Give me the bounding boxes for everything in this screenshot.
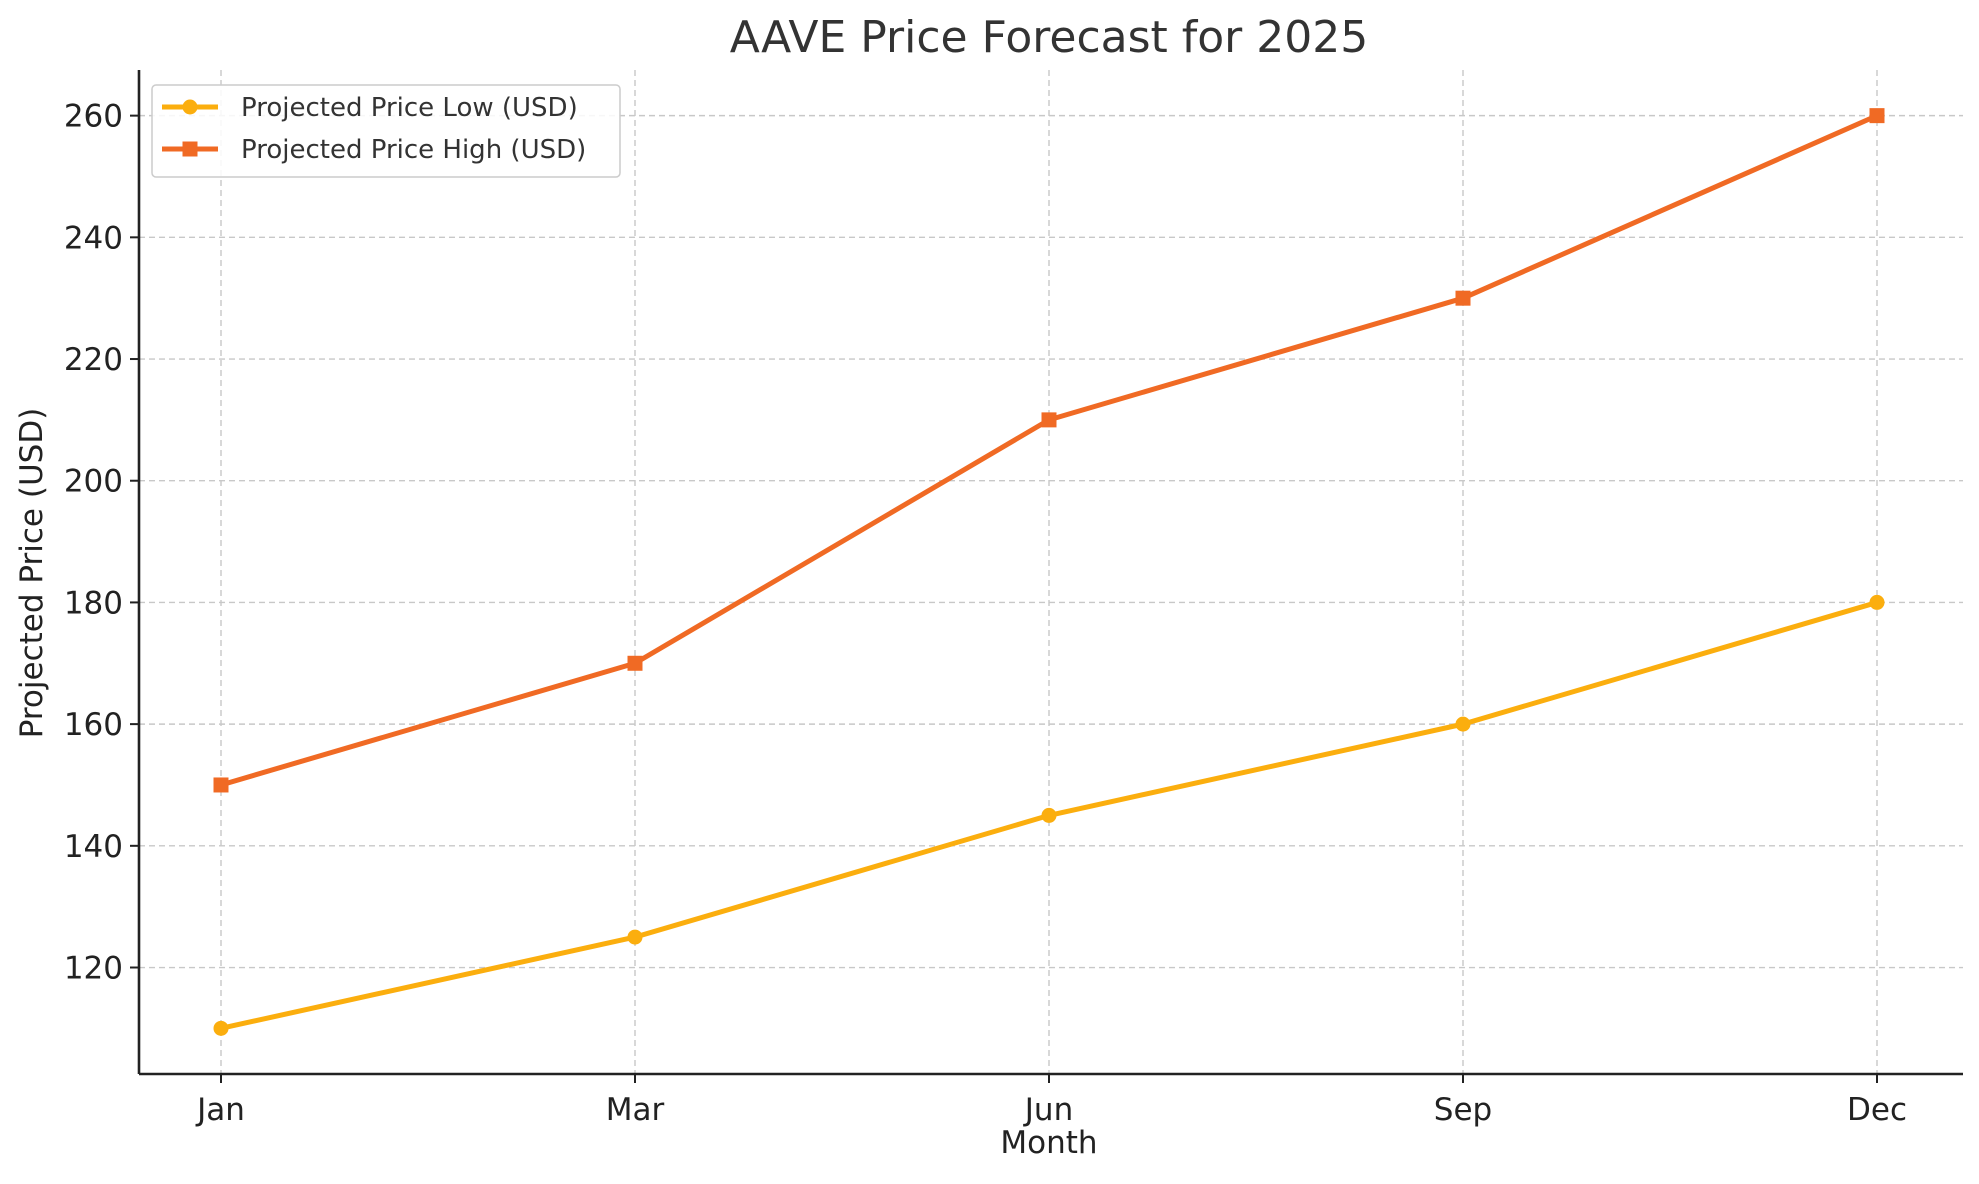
legend-label: Projected Price Low (USD) [241, 93, 578, 123]
legend-label: Projected Price High (USD) [241, 135, 586, 165]
data-point-circle [213, 1020, 229, 1036]
legend: Projected Price Low (USD) Projected Price… [151, 84, 621, 178]
data-point-square [1041, 412, 1057, 428]
data-point-circle [1041, 807, 1057, 823]
legend-entry: Projected Price Low (USD) [162, 93, 578, 123]
series-low [213, 594, 1885, 1036]
data-point-circle [1869, 594, 1885, 610]
legend-marker-circle [182, 99, 198, 115]
data-point-square [1869, 108, 1885, 124]
data-point-square [1455, 290, 1471, 306]
grid-layer [139, 70, 1963, 1074]
legend-marker-square [182, 141, 198, 157]
y-tick-label: 220 [64, 342, 123, 378]
x-tick-label: Jun [1023, 1092, 1073, 1128]
y-tick-label: 200 [64, 464, 123, 500]
axes-layer [137, 70, 1963, 1076]
x-tick-label: Sep [1434, 1092, 1492, 1128]
x-axis-label: Month [1000, 1125, 1097, 1161]
y-tick-label: 160 [64, 707, 123, 743]
legend-entry: Projected Price High (USD) [162, 135, 586, 165]
chart-title: AAVE Price Forecast for 2025 [730, 12, 1368, 63]
y-tick-label: 140 [64, 829, 123, 865]
data-point-square [213, 777, 229, 793]
y-tick-label: 260 [64, 99, 123, 135]
y-tick-label: 180 [64, 585, 123, 621]
x-tick-label: Dec [1847, 1092, 1907, 1128]
y-axis-label: Projected Price (USD) [14, 408, 50, 739]
data-point-circle [627, 929, 643, 945]
data-point-circle [1455, 716, 1471, 732]
series-high [213, 108, 1885, 793]
series-layer [213, 108, 1885, 1036]
ticks-layer: 120 140 160 180 200 220 240 260 Jan Mar Jun Sep Dec [64, 99, 1907, 1128]
x-tick-label: Jan [195, 1092, 245, 1128]
x-tick-label: Mar [606, 1092, 665, 1128]
data-point-square [627, 655, 643, 671]
y-tick-label: 120 [64, 951, 123, 987]
legend-box [151, 84, 621, 178]
y-tick-label: 240 [64, 220, 123, 256]
